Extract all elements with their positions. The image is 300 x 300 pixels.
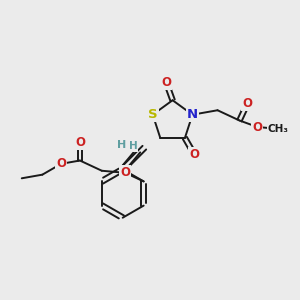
Text: O: O [242,98,252,110]
Text: O: O [189,148,200,161]
Text: H: H [128,141,137,152]
Text: S: S [148,108,158,121]
Text: H: H [117,140,126,150]
Text: O: O [252,121,262,134]
Text: O: O [75,136,85,149]
Text: CH₃: CH₃ [268,124,289,134]
Text: O: O [120,166,130,179]
Text: N: N [187,108,198,121]
Text: O: O [56,157,66,170]
Text: O: O [161,76,171,89]
